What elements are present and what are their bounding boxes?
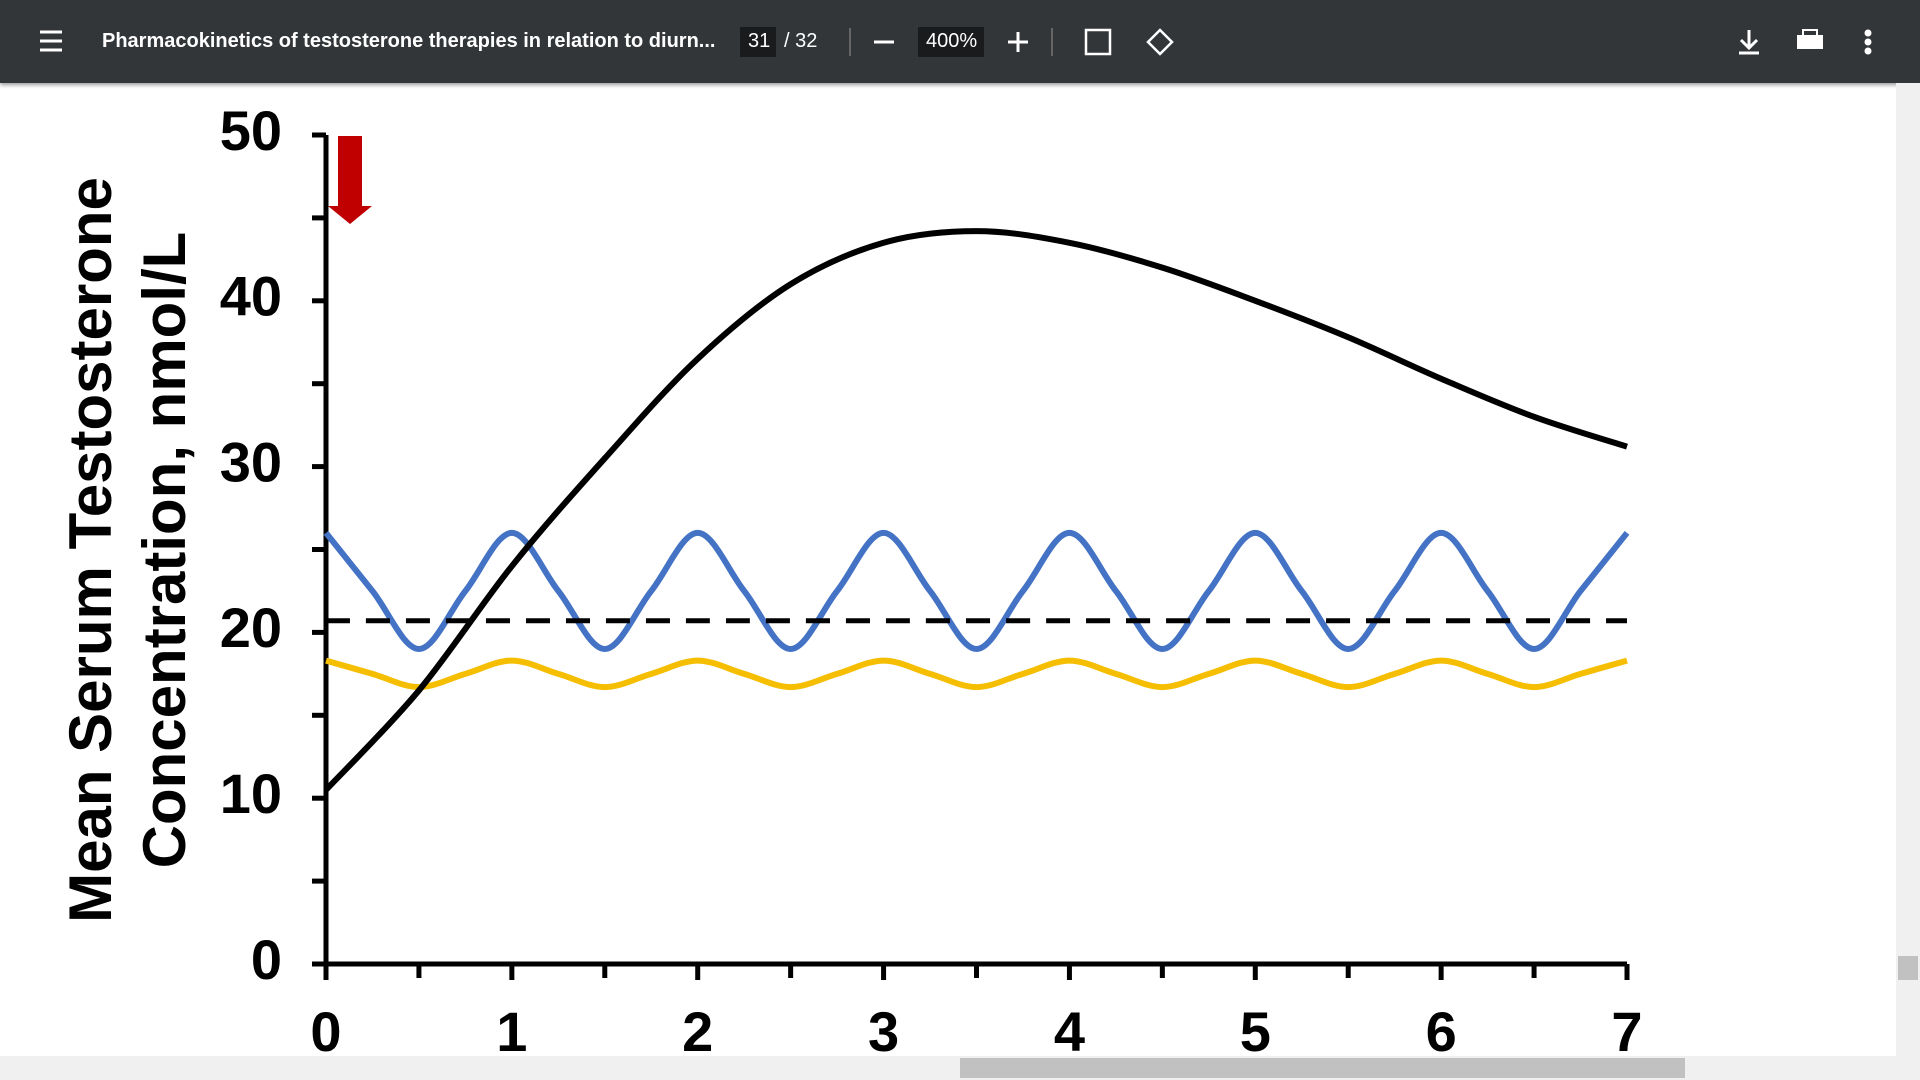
v-scrollbar[interactable] [1896, 83, 1920, 1056]
x-tick-label: 1 [496, 1000, 527, 1063]
y-tick-label: 0 [251, 928, 282, 991]
document-title: Pharmacokinetics of testosterone therapi… [102, 30, 716, 52]
series-line [325, 657, 1628, 691]
y-axis-label: Concentration, nmol/L [131, 232, 198, 869]
x-tick-label: 0 [310, 1000, 341, 1063]
x-tick-label: 4 [1054, 1000, 1085, 1063]
y-tick-label: 20 [220, 596, 282, 659]
y-tick-label: 40 [220, 265, 282, 328]
x-tick-label: 5 [1240, 1000, 1271, 1063]
toolbar: Pharmacokinetics of testosterone therapi… [0, 0, 1920, 83]
dose-arrow [328, 136, 372, 224]
page-total: / 32 [784, 30, 818, 52]
y-tick-label: 30 [220, 430, 282, 493]
zoom-level[interactable]: 400% [926, 30, 978, 52]
h-scroll-thumb[interactable] [960, 1058, 1685, 1078]
series-line [323, 529, 1630, 652]
y-axis-label: Mean Serum Testosterone [57, 177, 124, 923]
y-tick-label: 10 [220, 762, 282, 825]
page-number[interactable]: 31 [748, 30, 771, 52]
series-line [323, 228, 1628, 792]
x-tick-label: 2 [682, 1000, 713, 1063]
y-tick-label: 50 [220, 99, 282, 162]
x-tick-label: 3 [868, 1000, 899, 1063]
toolbar-icons [40, 27, 1872, 57]
x-tick-label: 7 [1611, 1000, 1642, 1063]
v-scroll-thumb[interactable] [1898, 956, 1918, 980]
x-tick-label: 6 [1426, 1000, 1457, 1063]
